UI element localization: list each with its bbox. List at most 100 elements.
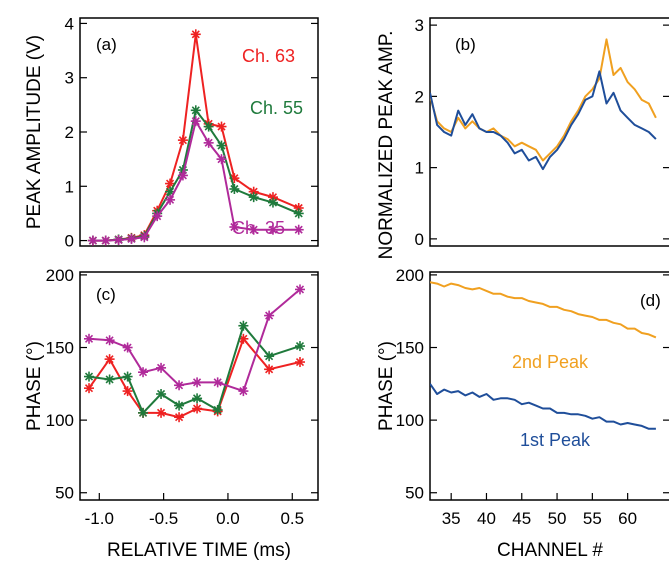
legend-1st-peak: 1st Peak [520, 430, 591, 450]
ytick-label: 1 [65, 177, 74, 196]
ytick-label: 0 [415, 230, 424, 249]
data-point [212, 377, 223, 388]
data-point [216, 140, 227, 151]
data-point [174, 400, 185, 411]
xtick-label: 60 [618, 509, 637, 528]
xtick-label: 50 [548, 509, 567, 528]
data-point [264, 364, 275, 375]
data-point [264, 310, 275, 321]
data-point [216, 154, 227, 165]
series-line-2nd-peak [430, 281, 657, 339]
data-point [192, 393, 203, 404]
data-point [122, 386, 133, 397]
data-point [174, 380, 185, 391]
data-point [113, 235, 124, 246]
data-point [122, 342, 133, 353]
panel-a-label: (a) [96, 35, 117, 54]
data-point [294, 357, 305, 368]
panel-c-label: (c) [96, 285, 116, 304]
ytick-label: 3 [65, 69, 74, 88]
data-point [84, 371, 95, 382]
data-point [84, 333, 95, 344]
data-point [177, 170, 188, 181]
xtick-label: 35 [442, 509, 461, 528]
data-point [267, 224, 278, 235]
data-point [238, 386, 249, 397]
data-point [190, 116, 201, 127]
ytick-label: 50 [55, 484, 74, 503]
xtick-label: 40 [477, 509, 496, 528]
data-point [126, 233, 137, 244]
panel-b-ylabel: NORMALIZED PEAK AMP. [376, 31, 397, 260]
ytick-label: 3 [415, 16, 424, 35]
xtick-label: 55 [583, 509, 602, 528]
data-point [177, 135, 188, 146]
ytick-label: 2 [65, 123, 74, 142]
panel-a: 0 1 2 3 4 (a) PEAK AMPLITUDE (V) Ch. 63 Ch. … [24, 14, 319, 251]
legend-2nd-peak: 2nd Peak [512, 352, 589, 372]
data-point [100, 235, 111, 246]
data-point [294, 341, 305, 352]
data-point [122, 371, 133, 382]
series-line-1st-peak [430, 70, 657, 171]
data-point [294, 284, 305, 295]
data-point [216, 121, 227, 132]
xtick-label: 0.5 [280, 509, 304, 528]
ytick-label: 100 [46, 411, 74, 430]
data-point [229, 184, 240, 194]
panel-b-frame [429, 17, 669, 247]
panel-d-xlabel: CHANNEL # [497, 540, 603, 561]
data-point [248, 224, 259, 235]
data-point [229, 222, 240, 232]
ytick-label: 150 [46, 339, 74, 358]
data-point [203, 121, 214, 132]
data-point [264, 351, 275, 362]
ytick-label: 200 [46, 266, 74, 285]
data-point [84, 383, 95, 394]
xtick-label: 0.0 [216, 509, 240, 528]
data-point [293, 224, 304, 235]
data-point [139, 232, 150, 243]
data-point [152, 211, 163, 222]
data-point [156, 407, 167, 418]
panel-d-ylabel: PHASE (°) [376, 341, 397, 431]
ytick-label: 1 [415, 159, 424, 178]
panel-b: 0 1 2 3 (b) NORMALIZED PEAK AMP. [376, 16, 669, 259]
data-point [203, 137, 214, 148]
xtick-label: -0.5 [149, 509, 178, 528]
legend-ch55: Ch. 55 [250, 98, 303, 118]
ytick-label: 2 [415, 87, 424, 106]
data-point [192, 403, 203, 414]
legend-ch35: Ch. 35 [232, 218, 285, 238]
data-point [104, 354, 115, 365]
data-point [212, 404, 223, 415]
xtick-label: 45 [512, 509, 531, 528]
data-point [156, 362, 167, 373]
data-point [104, 374, 115, 385]
ytick-label: 50 [405, 484, 424, 503]
panel-c-ylabel: PHASE (°) [24, 341, 45, 431]
data-point [190, 29, 201, 40]
data-point [138, 367, 149, 378]
legend-ch63: Ch. 63 [242, 46, 295, 66]
panel-c-xlabel: RELATIVE TIME (ms) [107, 540, 291, 561]
series-line-2 [88, 288, 301, 393]
data-point [190, 105, 201, 116]
panel-b-label: (b) [455, 35, 476, 54]
data-point [156, 388, 167, 399]
panel-d-label: (d) [640, 291, 661, 310]
data-point [192, 377, 203, 388]
panel-d-frame [429, 271, 669, 501]
data-point [293, 208, 304, 219]
ytick-label: 100 [396, 411, 424, 430]
panel-c-frame [79, 271, 319, 501]
ytick-label: 150 [396, 339, 424, 358]
data-point [248, 192, 259, 203]
panel-c: 50 100 150 200 -1.0 -0.5 0.0 0.5 (c) PHASE (°)… [24, 266, 319, 561]
data-point [104, 335, 115, 346]
data-point [267, 197, 278, 208]
ytick-label: 200 [396, 266, 424, 285]
series-line-2nd-peak [430, 38, 657, 162]
data-point [238, 320, 249, 331]
